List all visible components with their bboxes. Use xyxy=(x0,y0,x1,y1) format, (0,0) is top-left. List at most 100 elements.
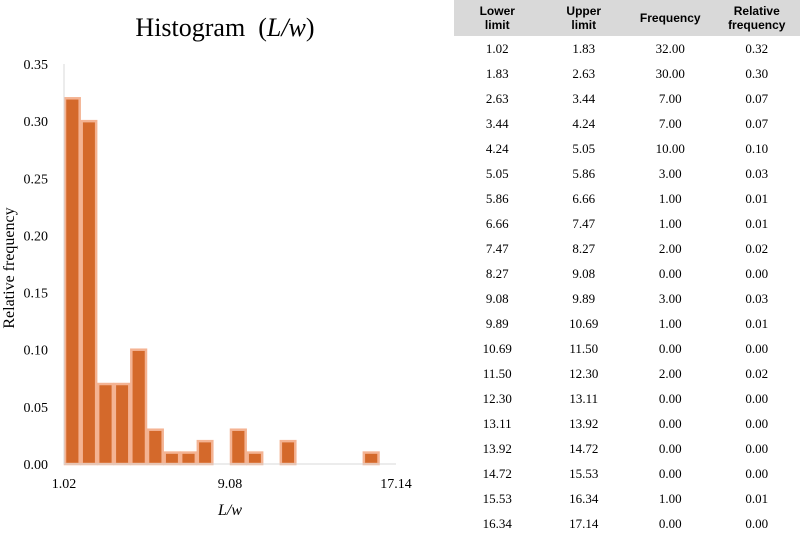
frequency-cell: 10.00 xyxy=(655,140,685,156)
relative-frequency-cell: 0.32 xyxy=(745,40,769,56)
histogram-bar xyxy=(246,451,264,466)
upper-limit-cell: 9.08 xyxy=(572,265,596,281)
y-axis-label: Relative frequency xyxy=(1,207,18,328)
relative-frequency-cell: 0.00 xyxy=(745,466,769,482)
relative-frequency-cell: 0.00 xyxy=(745,341,769,357)
frequency-cell: 0.00 xyxy=(658,416,682,432)
frequency-cell: 3.00 xyxy=(658,165,682,181)
frequency-cell: 0.00 xyxy=(658,391,682,407)
header-frequency: Frequency xyxy=(627,0,714,36)
relative-frequency-cell: 0.10 xyxy=(745,140,769,156)
table-row: 3.44 4.24 7.00 0.07 xyxy=(454,111,800,136)
upper-limit-cell: 2.63 xyxy=(572,65,596,81)
histogram-bar xyxy=(196,439,214,466)
y-tick-label: 0.35 xyxy=(24,58,49,73)
frequency-cell: 0.00 xyxy=(658,341,682,357)
table-row: 9.08 9.89 3.00 0.03 xyxy=(454,286,800,311)
upper-limit-cell: 11.50 xyxy=(569,341,599,357)
header-relative-frequency: Relative frequency xyxy=(713,0,800,36)
lower-limit-cell: 13.92 xyxy=(482,441,512,457)
upper-limit-cell: 14.72 xyxy=(569,441,599,457)
table-row: 11.50 12.30 2.00 0.02 xyxy=(454,362,800,387)
histogram-bar xyxy=(130,348,148,466)
upper-limit-cell: 5.86 xyxy=(572,165,596,181)
frequency-cell: 0.00 xyxy=(658,441,682,457)
y-tick-label: 0.05 xyxy=(24,401,49,416)
lower-limit-cell: 3.44 xyxy=(485,115,509,131)
relative-frequency-cell: 0.01 xyxy=(745,190,769,206)
upper-limit-cell: 4.24 xyxy=(572,115,596,131)
x-axis-label: L/w xyxy=(217,502,242,519)
lower-limit-cell: 5.86 xyxy=(485,190,509,206)
y-tick-label: 0.30 xyxy=(24,115,49,130)
upper-limit-cell: 13.11 xyxy=(569,391,599,407)
lower-limit-cell: 11.50 xyxy=(482,366,512,382)
lower-limit-cell: 16.34 xyxy=(482,516,512,532)
lower-limit-cell: 14.72 xyxy=(482,466,512,482)
histogram-bar xyxy=(229,428,247,466)
lower-limit-cell: 9.89 xyxy=(485,316,509,332)
upper-limit-cell: 10.69 xyxy=(569,316,599,332)
histogram-bar xyxy=(80,119,98,466)
upper-limit-cell: 16.34 xyxy=(569,491,599,507)
table-row: 13.92 14.72 0.00 0.00 xyxy=(454,437,800,462)
frequency-cell: 0.00 xyxy=(658,466,682,482)
frequency-cell: 1.00 xyxy=(658,215,682,231)
frequency-cell: 32.00 xyxy=(655,40,685,56)
lower-limit-cell: 8.27 xyxy=(485,265,509,281)
table-row: 8.27 9.08 0.00 0.00 xyxy=(454,261,800,286)
table-row: 12.30 13.11 0.00 0.00 xyxy=(454,387,800,412)
x-tick-label: 17.14 xyxy=(380,477,412,492)
table-header-row: Lower limit Upper limit Frequency Relative… xyxy=(454,0,800,36)
relative-frequency-cell: 0.07 xyxy=(745,115,769,131)
relative-frequency-cell: 0.00 xyxy=(745,516,769,532)
upper-limit-cell: 9.89 xyxy=(572,290,596,306)
lower-limit-cell: 4.24 xyxy=(485,140,509,156)
y-tick-label: 0.10 xyxy=(24,344,49,359)
upper-limit-cell: 12.30 xyxy=(569,366,599,382)
lower-limit-cell: 6.66 xyxy=(485,215,509,231)
relative-frequency-cell: 0.00 xyxy=(745,391,769,407)
frequency-cell: 2.00 xyxy=(658,366,682,382)
table-row: 10.69 11.50 0.00 0.00 xyxy=(454,337,800,362)
lower-limit-cell: 5.05 xyxy=(485,165,509,181)
relative-frequency-cell: 0.02 xyxy=(745,366,769,382)
x-tick-label: 9.08 xyxy=(218,477,243,492)
upper-limit-cell: 1.83 xyxy=(572,40,596,56)
frequency-cell: 0.00 xyxy=(658,265,682,281)
table-row: 5.05 5.86 3.00 0.03 xyxy=(454,161,800,186)
table-row: 14.72 15.53 0.00 0.00 xyxy=(454,462,800,487)
relative-frequency-cell: 0.01 xyxy=(745,491,769,507)
lower-limit-cell: 1.02 xyxy=(485,40,509,56)
lower-limit-cell: 2.63 xyxy=(485,90,509,106)
frequency-cell: 30.00 xyxy=(655,65,685,81)
histogram-bar xyxy=(63,97,81,466)
histogram-bar xyxy=(279,439,297,466)
relative-frequency-cell: 0.30 xyxy=(745,65,769,81)
lower-limit-cell: 7.47 xyxy=(485,240,509,256)
y-tick-label: 0.15 xyxy=(24,287,49,302)
upper-limit-cell: 3.44 xyxy=(572,90,596,106)
upper-limit-cell: 7.47 xyxy=(572,215,596,231)
table-row: 7.47 8.27 2.00 0.02 xyxy=(454,236,800,261)
lower-limit-cell: 10.69 xyxy=(482,341,512,357)
chart-title: Histogram (L/w) xyxy=(135,13,315,42)
histogram-plot: 0.00 0.05 0.10 0.15 0.20 0.25 0.30 0.35 1.02 9.08… xyxy=(1,58,412,519)
table-row: 15.53 16.34 1.00 0.01 xyxy=(454,487,800,512)
upper-limit-cell: 8.27 xyxy=(572,240,596,256)
table-row: 1.83 2.63 30.00 0.30 xyxy=(454,61,800,86)
histogram-bar xyxy=(163,451,181,466)
frequency-cell: 2.00 xyxy=(658,240,682,256)
lower-limit-cell: 15.53 xyxy=(482,491,512,507)
histogram-bar xyxy=(362,451,380,466)
table-row: 9.89 10.69 1.00 0.01 xyxy=(454,312,800,337)
frequency-cell: 0.00 xyxy=(658,516,682,532)
relative-frequency-cell: 0.00 xyxy=(745,441,769,457)
upper-limit-cell: 6.66 xyxy=(572,190,596,206)
frequency-cell: 7.00 xyxy=(658,115,682,131)
y-tick-label: 0.00 xyxy=(24,458,49,473)
histogram-bar xyxy=(113,382,131,466)
lower-limit-cell: 12.30 xyxy=(482,391,512,407)
relative-frequency-cell: 0.01 xyxy=(745,215,769,231)
frequency-table-container: Lower limit Upper limit Frequency Relative… xyxy=(454,0,800,537)
